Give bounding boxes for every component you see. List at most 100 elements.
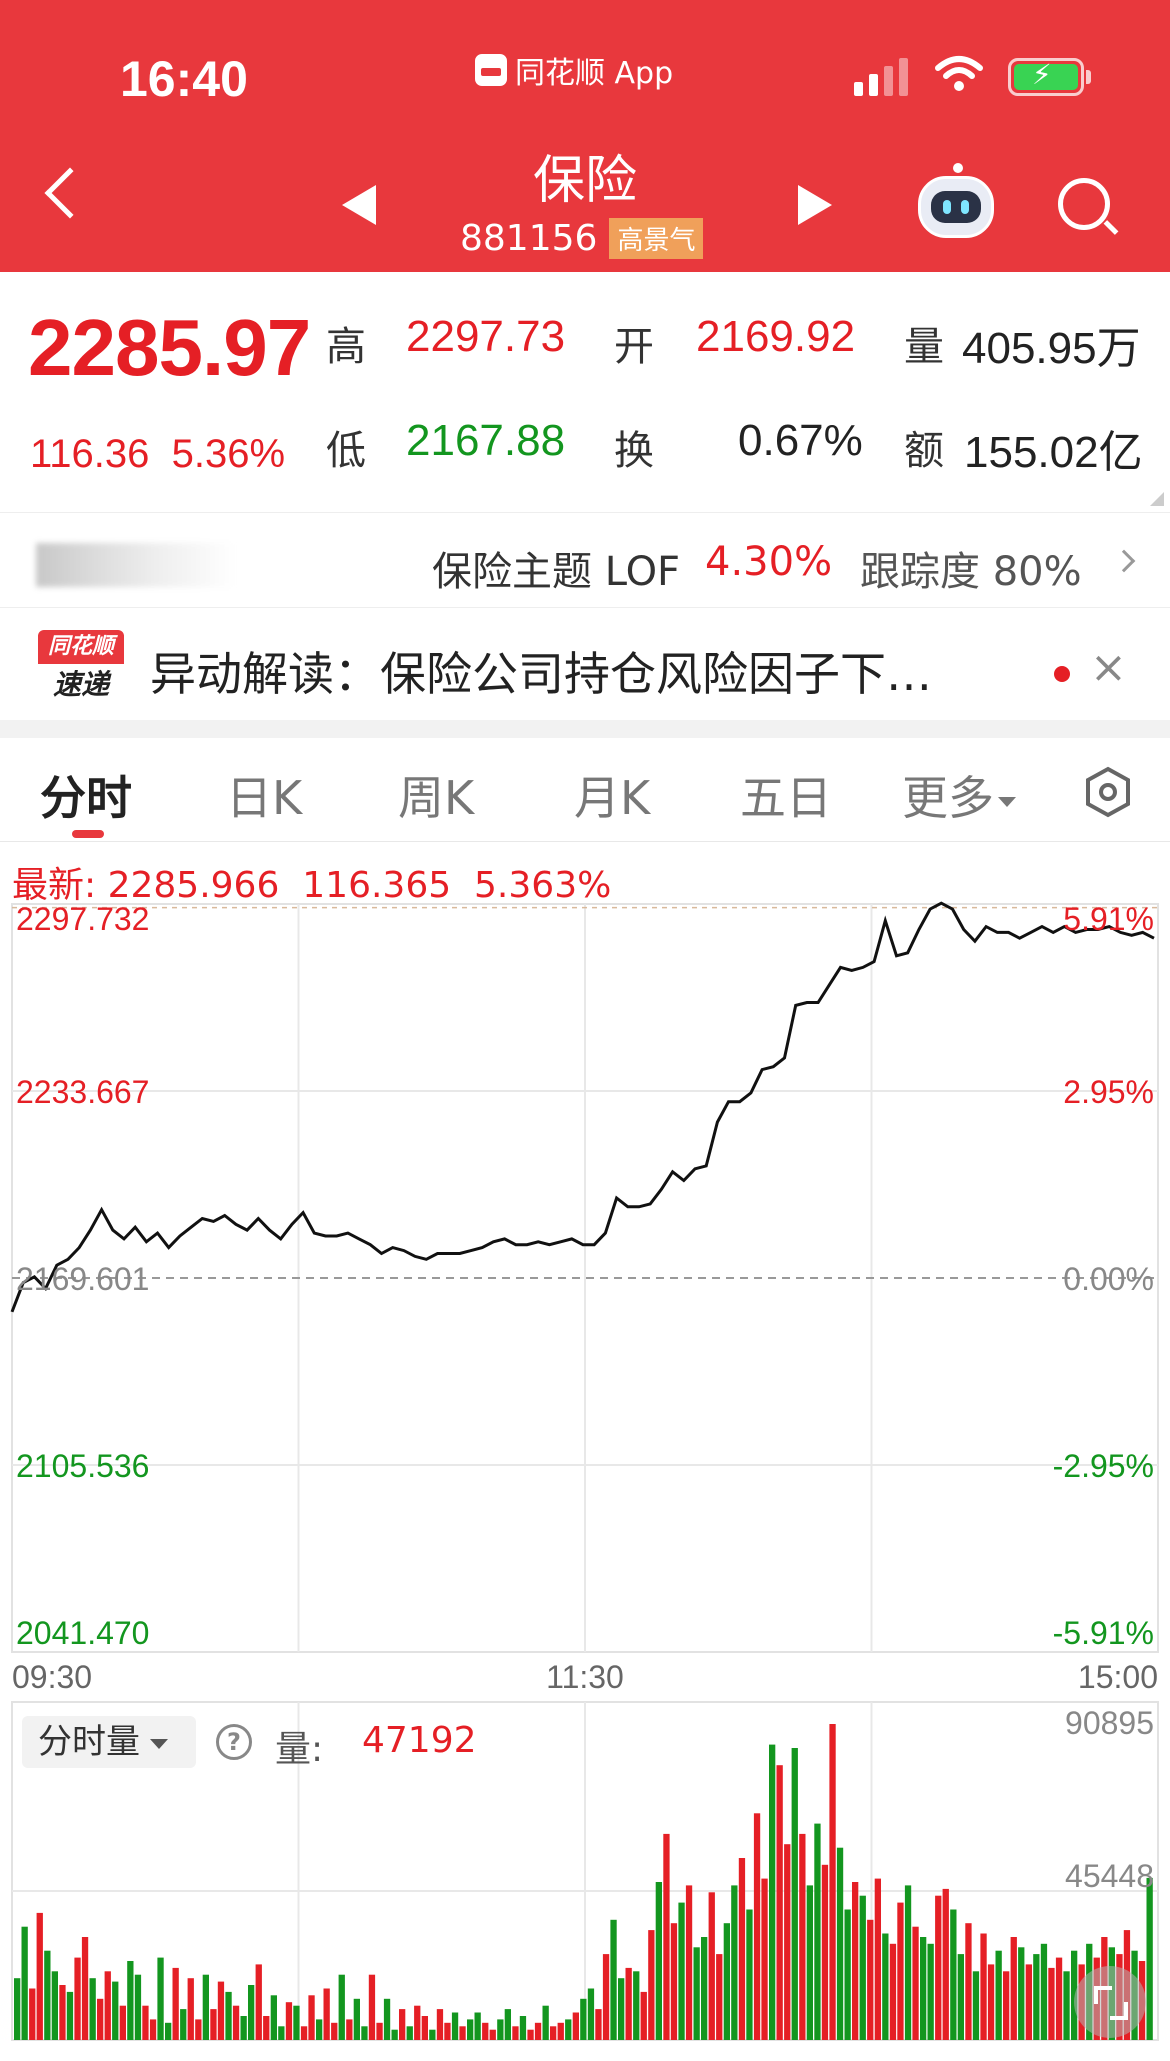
fund-name: 保险主题 LOF xyxy=(432,549,681,595)
volume-bar xyxy=(565,2019,572,2040)
volume-bar xyxy=(633,1971,640,2040)
volume-bar xyxy=(761,1878,768,2040)
volume-bar xyxy=(157,1957,164,2040)
active-tab-indicator xyxy=(72,830,104,838)
volume-bar xyxy=(904,1885,912,2040)
volume-bar xyxy=(172,1967,179,2040)
volume-bar xyxy=(723,1923,730,2040)
y-tick-right: 0.00% xyxy=(1063,1261,1154,1297)
settings-hexagon-icon[interactable] xyxy=(1084,766,1132,818)
blurred-fund-name xyxy=(36,543,236,587)
volume-bar xyxy=(338,1974,345,2040)
battery-icon xyxy=(1008,58,1084,96)
news-logo-top: 同花顺 xyxy=(38,630,124,664)
tab-more-label: 更多 xyxy=(902,771,994,825)
app-logo-icon xyxy=(475,54,507,86)
volume-indicator-select[interactable]: 分时量 xyxy=(22,1716,196,1768)
high-value: 2297.73 xyxy=(406,312,566,361)
volume-bar xyxy=(685,1885,693,2040)
volume-bar xyxy=(920,1937,927,2040)
wifi-icon xyxy=(935,56,983,91)
volume-bar xyxy=(406,2026,413,2040)
volume-bar xyxy=(97,1998,104,2040)
news-headline[interactable]: 异动解读：保险公司持仓风险因子下… xyxy=(150,647,932,701)
volume-bar xyxy=(852,1882,859,2040)
latest-price: 2285.966 xyxy=(107,865,280,906)
volume-bar xyxy=(376,2022,383,2040)
volume-bar xyxy=(640,1991,647,2040)
x-tick: 09:30 xyxy=(12,1659,92,1695)
tab-daily-k[interactable]: 日K xyxy=(226,771,303,825)
y-tick-right: -5.91% xyxy=(1053,1615,1154,1651)
turnover-value: 0.67% xyxy=(738,416,863,465)
close-icon[interactable]: × xyxy=(1090,642,1127,693)
volume-bar xyxy=(323,1988,330,2040)
volume-mid-label: 45448 xyxy=(1065,1858,1154,1894)
prev-stock-button[interactable] xyxy=(342,185,376,225)
volume-bar xyxy=(127,1961,134,2040)
low-value: 2167.88 xyxy=(406,416,566,465)
volume-label: 量 xyxy=(904,324,944,370)
news-row[interactable]: 同花顺 速递 异动解读：保险公司持仓风险因子下… × xyxy=(0,608,1170,720)
sector-tag[interactable]: 高景气 xyxy=(609,218,704,259)
volume-bar xyxy=(836,1847,844,2040)
volume-bar xyxy=(436,2009,444,2040)
volume-bar xyxy=(889,1943,897,2040)
amount-label: 额 xyxy=(904,428,944,474)
volume-bar xyxy=(580,1998,587,2040)
volume-bar xyxy=(1146,1877,1153,2040)
battery-tip xyxy=(1086,70,1091,84)
volume-value-label: 量: xyxy=(275,1729,324,1770)
volume-bar xyxy=(474,2012,481,2040)
volume-bar xyxy=(912,1926,919,2040)
tab-weekly-k[interactable]: 周K xyxy=(398,771,475,825)
ai-assistant-robot-icon[interactable] xyxy=(918,163,994,238)
chevron-down-icon xyxy=(150,1738,168,1749)
tab-intraday[interactable]: 分时 xyxy=(40,771,132,825)
volume-bar xyxy=(655,1882,662,2040)
fullscreen-icon[interactable] xyxy=(1074,1966,1146,2038)
volume-bar xyxy=(950,1909,957,2040)
help-icon[interactable]: ? xyxy=(216,1724,252,1760)
volume-bar xyxy=(285,2002,293,2040)
volume-bar xyxy=(180,2009,187,2040)
divider xyxy=(0,720,1170,738)
volume-bar xyxy=(867,1919,874,2040)
next-stock-button[interactable] xyxy=(798,185,832,225)
volume-bar xyxy=(14,1978,21,2040)
y-tick-left: 2105.536 xyxy=(16,1448,149,1484)
volume-bar xyxy=(308,1995,315,2040)
amount-value: 155.02亿 xyxy=(964,428,1143,477)
related-fund-row[interactable]: 保险主题 LOF 4.30% 跟踪度 80% xyxy=(0,512,1170,608)
volume-bar xyxy=(927,1943,934,2040)
volume-bar xyxy=(534,2022,542,2040)
volume-bar xyxy=(255,1964,262,2040)
volume-bar xyxy=(504,2009,511,2040)
volume-bar xyxy=(935,1895,942,2040)
volume-bar xyxy=(361,2026,368,2040)
app-name: 同花顺 App xyxy=(515,56,674,91)
search-icon[interactable] xyxy=(1058,178,1110,230)
latest-change: 116.365 xyxy=(302,865,452,906)
volume-bar xyxy=(165,2022,172,2040)
volume-bar xyxy=(587,1988,595,2040)
tab-five-day[interactable]: 五日 xyxy=(740,771,832,825)
volume-bar xyxy=(263,2016,270,2040)
volume-bar xyxy=(74,1957,81,2040)
expand-corner-icon[interactable] xyxy=(1150,492,1164,506)
volume-bar xyxy=(1018,1947,1025,2040)
open-value: 2169.92 xyxy=(696,312,856,361)
tab-monthly-k[interactable]: 月K xyxy=(574,771,651,825)
tab-more[interactable]: 更多 xyxy=(902,762,1016,828)
volume-bar xyxy=(746,1909,753,2040)
volume-bar xyxy=(497,2019,504,2040)
app-badge: 同花顺 App xyxy=(475,48,673,92)
change-percent: 5.36% xyxy=(171,432,286,476)
volume-bar xyxy=(874,1878,881,2040)
price-change: 116.36 5.36% xyxy=(30,432,285,477)
volume-bar xyxy=(738,1858,746,2040)
volume-bar xyxy=(806,1885,813,2040)
volume-max-label: 90895 xyxy=(1065,1705,1154,1741)
volume-bar xyxy=(829,1724,836,2040)
volume-bar xyxy=(716,1954,723,2040)
